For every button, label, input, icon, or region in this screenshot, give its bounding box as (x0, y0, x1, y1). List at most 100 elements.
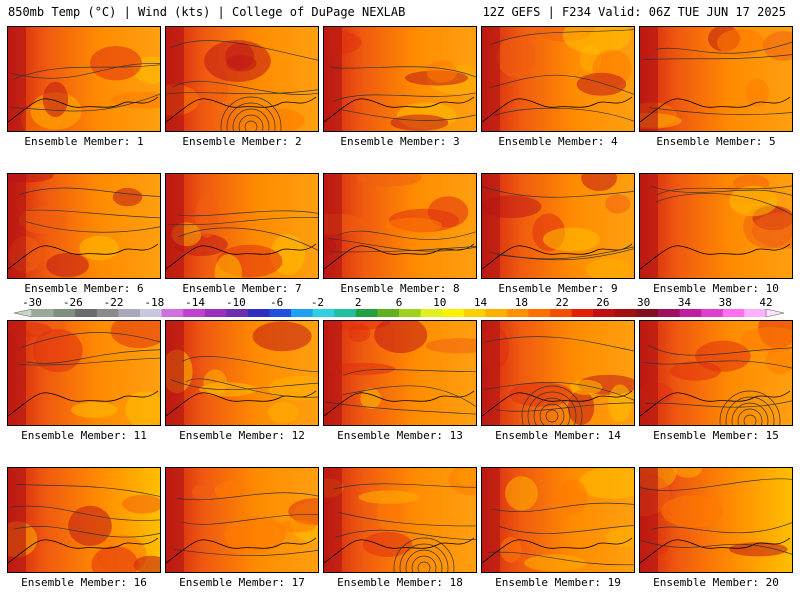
colorbar-tick-label: 22 (555, 296, 569, 309)
ensemble-member-label: Ensemble Member: 4 (498, 135, 618, 148)
temperature-map (8, 468, 160, 572)
ensemble-map-panel (639, 467, 793, 573)
colorbar-tick-label: -2 (310, 296, 325, 309)
colorbar-tick-label: 42 (759, 296, 773, 309)
ensemble-map-panel (7, 320, 161, 426)
temperature-colorbar: -30 -26 -22 -18 -14 -10 -6 -2 2 6 10 14 18 22 26 30 34 38… (0, 296, 800, 320)
temperature-map (166, 321, 318, 425)
colorbar-tick-label: -14 (185, 296, 206, 309)
ensemble-map-panel (165, 173, 319, 279)
ensemble-member-label: Ensemble Member: 16 (21, 576, 147, 589)
ensemble-map-panel (481, 26, 635, 132)
temperature-map (482, 27, 634, 131)
ensemble-member-label: Ensemble Member: 20 (653, 576, 779, 589)
temperature-map (640, 27, 792, 131)
colorbar-swatch (204, 309, 227, 317)
colorbar-swatch (658, 309, 681, 317)
temperature-map (8, 174, 160, 278)
ensemble-member-label: Ensemble Member: 2 (182, 135, 302, 148)
colorbar-swatch (550, 309, 573, 317)
colorbar-swatch (744, 309, 767, 317)
ensemble-map-panel (323, 26, 477, 132)
colorbar-tick-label: -6 (270, 296, 284, 309)
temperature-map (166, 27, 318, 131)
ensemble-member-label: Ensemble Member: 7 (182, 282, 302, 295)
colorbar-graphic (13, 308, 785, 318)
ensemble-member-label: Ensemble Member: 1 (24, 135, 144, 148)
colorbar-swatch (355, 309, 378, 317)
colorbar-tick-label: -30 (22, 296, 42, 309)
colorbar-swatch (593, 309, 616, 317)
colorbar-swatch (139, 309, 163, 317)
ensemble-map-panel (481, 467, 635, 573)
temperature-map (324, 321, 476, 425)
ensemble-member-label: Ensemble Member: 15 (653, 429, 779, 442)
ensemble-member-label: Ensemble Member: 19 (495, 576, 621, 589)
temperature-map (640, 174, 792, 278)
ensemble-map-panel (481, 320, 635, 426)
temperature-map (640, 321, 792, 425)
ensemble-map-panel (323, 173, 477, 279)
ensemble-map-panel (639, 320, 793, 426)
temperature-map (166, 468, 318, 572)
ensemble-map-panel (323, 320, 477, 426)
colorbar-tick-label: 6 (395, 296, 403, 309)
colorbar-min-arrow (13, 308, 33, 318)
colorbar-swatch (506, 309, 530, 317)
colorbar-swatch (701, 309, 724, 317)
ensemble-map-panel (165, 26, 319, 132)
colorbar-swatch (679, 309, 702, 317)
ensemble-member-label: Ensemble Member: 17 (179, 576, 305, 589)
colorbar-swatch (269, 309, 292, 317)
colorbar-swatch (485, 309, 508, 317)
ensemble-map-panel (7, 467, 161, 573)
map-title: 850mb Temp (°C) | Wind (kts) | College o… (8, 5, 406, 19)
temperature-map (324, 174, 476, 278)
colorbar-swatch (75, 309, 98, 317)
ensemble-map-panel (7, 173, 161, 279)
colorbar-swatch (291, 309, 314, 317)
ensemble-map-panel (323, 467, 477, 573)
colorbar-swatch (32, 309, 55, 317)
ensemble-member-label: Ensemble Member: 18 (337, 576, 463, 589)
colorbar-tick-label: 10 (433, 296, 447, 309)
ensemble-member-label: Ensemble Member: 9 (498, 282, 618, 295)
colorbar-swatch (399, 309, 422, 317)
colorbar-swatch (636, 309, 659, 317)
model-valid-time: 12Z GEFS | F234 Valid: 06Z TUE JUN 17 20… (482, 5, 786, 19)
ensemble-member-label: Ensemble Member: 8 (340, 282, 460, 295)
temperature-map (324, 468, 476, 572)
ensemble-member-label: Ensemble Member: 11 (21, 429, 147, 442)
colorbar-swatch (377, 309, 400, 317)
colorbar-max-arrow (765, 308, 785, 318)
colorbar-swatch (247, 309, 270, 317)
colorbar-swatch (528, 309, 551, 317)
temperature-map (482, 174, 634, 278)
temperature-map (482, 468, 634, 572)
temperature-map (482, 321, 634, 425)
ensemble-member-label: Ensemble Member: 13 (337, 429, 463, 442)
ensemble-map-panel (7, 26, 161, 132)
temperature-map (8, 321, 160, 425)
colorbar-swatch (118, 309, 141, 317)
ensemble-map-panel (481, 173, 635, 279)
ensemble-member-label: Ensemble Member: 6 (24, 282, 144, 295)
ensemble-member-label: Ensemble Member: 12 (179, 429, 305, 442)
colorbar-swatch (420, 309, 443, 317)
ensemble-member-label: Ensemble Member: 5 (656, 135, 776, 148)
colorbar-swatch (614, 309, 637, 317)
colorbar-tick-label: 30 (637, 296, 651, 309)
colorbar-swatch (312, 309, 335, 317)
colorbar-tick-label: 14 (473, 296, 488, 309)
temperature-map (640, 468, 792, 572)
colorbar-swatch (161, 309, 184, 317)
colorbar-tick-label: 2 (354, 296, 362, 309)
colorbar-tick-label: -26 (62, 296, 83, 309)
colorbar-swatch (96, 309, 119, 317)
ensemble-map-panel (639, 173, 793, 279)
colorbar-swatch (571, 309, 594, 317)
colorbar-tick-label: 34 (677, 296, 692, 309)
ensemble-member-label: Ensemble Member: 14 (495, 429, 621, 442)
colorbar-tick-label: -10 (225, 296, 246, 309)
colorbar-tick-label: -22 (103, 296, 124, 309)
